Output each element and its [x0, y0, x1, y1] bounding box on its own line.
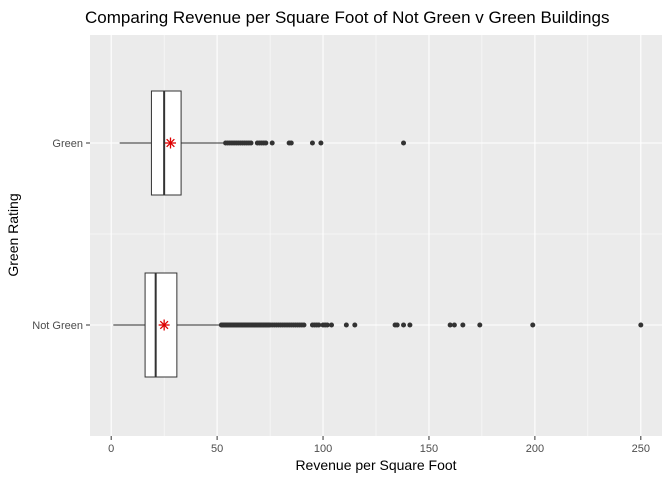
- outlier-point: [263, 140, 269, 146]
- outlier-point: [401, 140, 407, 146]
- outlier-point: [316, 322, 322, 328]
- grid-major: [90, 35, 662, 436]
- x-tick-label: 50: [211, 443, 223, 455]
- outlier-point: [407, 322, 413, 328]
- x-axis-title: Revenue per Square Foot: [295, 457, 456, 473]
- y-axis-title: Green Rating: [5, 193, 21, 276]
- x-tick-label: 100: [314, 443, 332, 455]
- outlier-point: [394, 322, 400, 328]
- y-axis: Not Green Green: [32, 138, 90, 332]
- y-tick-label: Not Green: [32, 320, 83, 332]
- mean-marker-not-green: [158, 319, 170, 331]
- outlier-point: [288, 140, 294, 146]
- x-tick-label: 150: [420, 443, 438, 455]
- outlier-point: [460, 322, 466, 328]
- x-tick-label: 200: [526, 443, 544, 455]
- outlier-point: [530, 322, 536, 328]
- outlier-point: [324, 322, 330, 328]
- outlier-point: [352, 322, 358, 328]
- outlier-point: [301, 322, 307, 328]
- mean-marker-stroke: [159, 320, 169, 330]
- outlier-point: [401, 322, 407, 328]
- y-tick-label: Green: [52, 138, 83, 150]
- outlier-point: [447, 322, 453, 328]
- box-layer: [113, 90, 224, 378]
- mean-marker-green: [165, 137, 177, 149]
- outlier-point: [248, 140, 254, 146]
- outlier-point: [451, 322, 457, 328]
- outlier-layer: [218, 140, 644, 328]
- outlier-point: [318, 140, 324, 146]
- mean-layer: [158, 137, 177, 331]
- box-green: [150, 90, 182, 196]
- x-axis: 0 50 100 150 200 250: [108, 436, 650, 455]
- outlier-point: [477, 322, 483, 328]
- mean-marker-stroke: [166, 138, 175, 148]
- x-tick-label: 250: [632, 443, 650, 455]
- outlier-point: [343, 322, 349, 328]
- chart-title: Comparing Revenue per Square Foot of Not…: [85, 8, 609, 27]
- outlier-point: [309, 140, 315, 146]
- x-tick-label: 0: [108, 443, 114, 455]
- outlier-point: [269, 140, 275, 146]
- outlier-point: [638, 322, 644, 328]
- outlier-point: [329, 322, 335, 328]
